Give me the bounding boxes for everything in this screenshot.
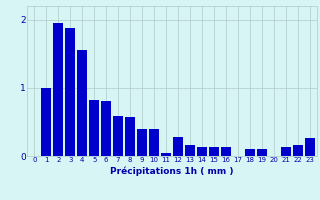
Bar	[305, 138, 315, 156]
Bar	[197, 147, 207, 156]
Bar	[281, 147, 291, 156]
Bar	[257, 149, 267, 156]
Bar	[125, 117, 135, 156]
Bar	[113, 116, 123, 156]
X-axis label: Précipitations 1h ( mm ): Précipitations 1h ( mm )	[110, 166, 234, 176]
Bar	[41, 88, 52, 156]
Bar	[149, 129, 159, 156]
Bar	[53, 23, 63, 156]
Bar	[65, 28, 76, 156]
Bar	[161, 153, 171, 156]
Bar	[77, 50, 87, 156]
Bar	[101, 101, 111, 156]
Bar	[209, 147, 219, 156]
Bar	[245, 149, 255, 156]
Bar	[137, 129, 147, 156]
Bar	[221, 147, 231, 156]
Bar	[89, 100, 99, 156]
Bar	[173, 137, 183, 156]
Bar	[292, 145, 303, 156]
Bar	[185, 145, 195, 156]
